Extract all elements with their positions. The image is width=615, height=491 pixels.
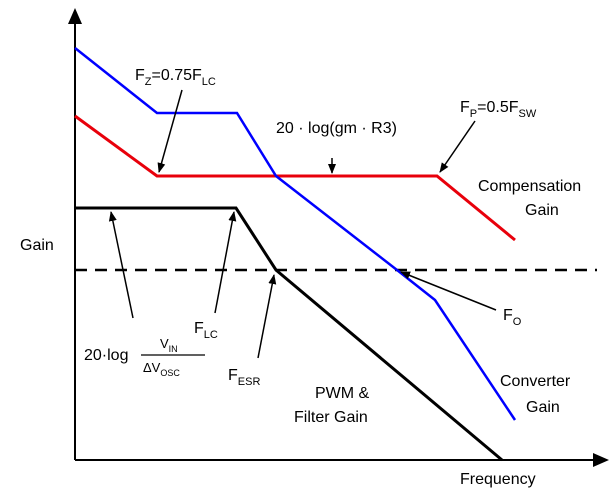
- fo-arrow: [400, 271, 497, 311]
- fz-arrow: [157, 89, 183, 173]
- mid-band-gain-label: 20 · log(gm · R3): [276, 120, 397, 137]
- pwm-filter-gain-label-line1: PWM &: [315, 385, 370, 402]
- svg-text:FZ=0.75FLC: FZ=0.75FLC: [135, 67, 216, 88]
- compensation-gain-label-line1: Compensation: [478, 178, 581, 195]
- fo-label: FO: [503, 307, 522, 328]
- svg-text:FO: FO: [503, 307, 522, 328]
- x-axis-label: Frequency: [460, 471, 536, 488]
- converter-gain-label-line1: Converter: [500, 373, 571, 390]
- fz-label: FZ=0.75FLC: [135, 67, 216, 88]
- fesr-arrow: [257, 274, 277, 359]
- dc-gain-formula: 20·log VIN ΔVOSC: [84, 336, 205, 378]
- fp-arrow: [439, 120, 476, 173]
- converter-gain-label-line2: Gain: [526, 399, 560, 416]
- svg-text:VIN: VIN: [160, 336, 178, 354]
- dc-gain-arrow: [108, 211, 134, 319]
- svg-text:FP=0.5FSW: FP=0.5FSW: [460, 99, 537, 120]
- converter-gain-curve: [74, 47, 517, 421]
- y-axis-arrow-icon: [68, 8, 82, 24]
- flc-label: FLC: [194, 320, 218, 341]
- pwm-filter-gain-curve: [75, 206, 503, 462]
- flc-arrow: [214, 211, 237, 314]
- compensation-gain-label-line2: Gain: [525, 202, 559, 219]
- svg-text:FLC: FLC: [194, 320, 218, 341]
- fesr-label: FESR: [228, 367, 260, 388]
- svg-text:20·log: 20·log: [84, 347, 128, 364]
- pwm-filter-gain-label-line2: Filter Gain: [294, 409, 368, 426]
- fp-label: FP=0.5FSW: [460, 99, 537, 120]
- compensation-gain-curve: [74, 114, 516, 242]
- y-axis-label: Gain: [20, 237, 54, 254]
- svg-text:FESR: FESR: [228, 367, 260, 388]
- svg-text:ΔVOSC: ΔVOSC: [143, 360, 180, 378]
- x-axis-arrow-icon: [593, 453, 609, 467]
